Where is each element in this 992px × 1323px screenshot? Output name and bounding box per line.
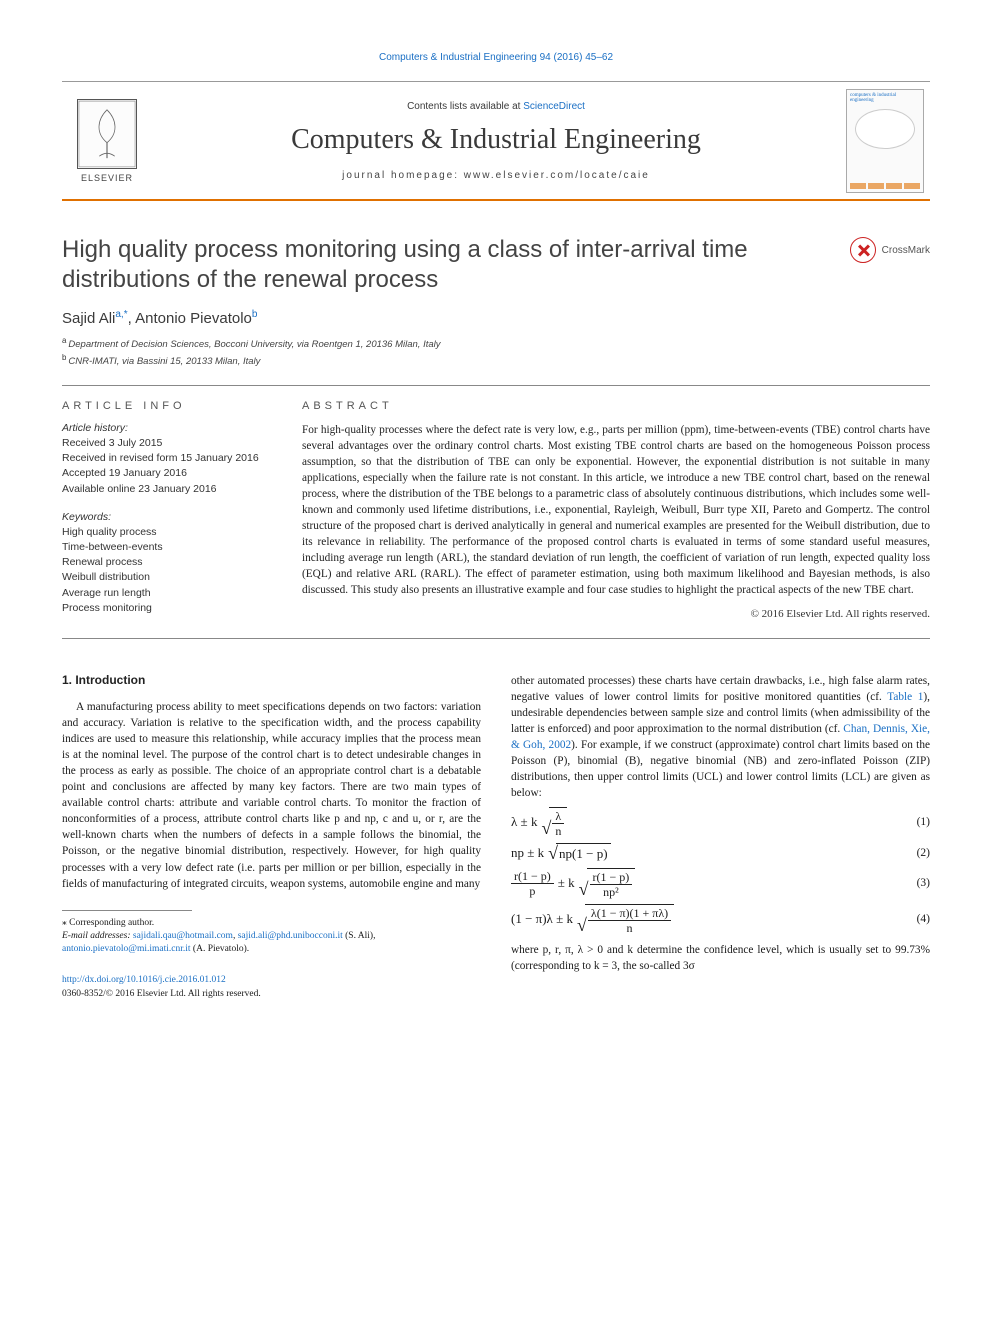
abstract-text: For high-quality processes where the def… bbox=[302, 422, 930, 598]
divider bbox=[62, 638, 930, 639]
divider bbox=[62, 385, 930, 386]
section-1-head: 1. Introduction bbox=[62, 673, 481, 687]
keyword: Renewal process bbox=[62, 555, 272, 570]
doi-link[interactable]: http://dx.doi.org/10.1016/j.cie.2016.01.… bbox=[62, 975, 226, 985]
email-2[interactable]: sajid.ali@phd.unibocconi.it bbox=[238, 931, 343, 941]
equation-3: r(1 − p)p ± k √r(1 − p)np² (3) bbox=[511, 868, 930, 898]
crossmark-label: CrossMark bbox=[882, 245, 930, 256]
journal-homepage[interactable]: journal homepage: www.elsevier.com/locat… bbox=[162, 170, 830, 181]
author-1-marks: a,* bbox=[115, 309, 127, 320]
author-sep: , bbox=[128, 310, 136, 327]
keywords-label: Keywords: bbox=[62, 511, 272, 523]
elsevier-tree-icon bbox=[77, 99, 137, 169]
page-footer: http://dx.doi.org/10.1016/j.cie.2016.01.… bbox=[62, 974, 481, 1001]
email-1[interactable]: sajidali.qau@hotmail.com bbox=[133, 931, 233, 941]
journal-name: Computers & Industrial Engineering bbox=[162, 124, 830, 156]
eq-num-3: (3) bbox=[900, 877, 930, 889]
title-line-1: High quality process monitoring using a … bbox=[62, 236, 748, 263]
sciencedirect-link[interactable]: ScienceDirect bbox=[523, 101, 585, 112]
keyword: Process monitoring bbox=[62, 601, 272, 616]
eq-num-2: (2) bbox=[900, 847, 930, 859]
table-1-ref[interactable]: Table 1 bbox=[887, 691, 923, 703]
article-info-head: ARTICLE INFO bbox=[62, 400, 272, 412]
cover-graphic-icon bbox=[855, 109, 915, 149]
abstract-column: ABSTRACT For high-quality processes wher… bbox=[302, 400, 930, 620]
email-owner-1: (S. Ali), bbox=[343, 931, 376, 941]
history-line: Accepted 19 January 2016 bbox=[62, 466, 272, 481]
keyword: Weibull distribution bbox=[62, 570, 272, 585]
body-col-right: other automated processes) these charts … bbox=[511, 673, 930, 1001]
text-run: other automated processes) these charts … bbox=[511, 675, 930, 703]
history-line: Available online 23 January 2016 bbox=[62, 482, 272, 497]
history-line: Received 3 July 2015 bbox=[62, 436, 272, 451]
crossmark-icon bbox=[850, 237, 876, 263]
eq-num-1: (1) bbox=[900, 816, 930, 828]
contents-line: Contents lists available at ScienceDirec… bbox=[162, 101, 830, 112]
footer-copyright: 0360-8352/© 2016 Elsevier Ltd. All right… bbox=[62, 988, 481, 1001]
affil-b: CNR-IMATI, via Bassini 15, 20133 Milan, … bbox=[68, 356, 260, 367]
eq-num-4: (4) bbox=[900, 913, 930, 925]
history-line: Received in revised form 15 January 2016 bbox=[62, 451, 272, 466]
email-label: E-mail addresses: bbox=[62, 931, 133, 941]
crossmark-badge[interactable]: CrossMark bbox=[850, 237, 930, 263]
publisher-logo: ELSEVIER bbox=[62, 82, 152, 199]
contents-prefix: Contents lists available at bbox=[407, 101, 523, 112]
keyword: Time-between-events bbox=[62, 540, 272, 555]
email-3[interactable]: antonio.pievatolo@mi.imati.cnr.it bbox=[62, 944, 191, 954]
article-info-column: ARTICLE INFO Article history: Received 3… bbox=[62, 400, 272, 620]
affil-a: Department of Decision Sciences, Bocconi… bbox=[68, 339, 440, 350]
keyword: High quality process bbox=[62, 525, 272, 540]
cover-bars-icon bbox=[850, 183, 920, 189]
intro-para-1: A manufacturing process ability to meet … bbox=[62, 699, 481, 891]
body-col-left: 1. Introduction A manufacturing process … bbox=[62, 673, 481, 1001]
author-2: Antonio Pievatolo bbox=[135, 310, 252, 327]
intro-para-1-cont: other automated processes) these charts … bbox=[511, 673, 930, 801]
publisher-name: ELSEVIER bbox=[81, 173, 133, 183]
title-line-2: distributions of the renewal process bbox=[62, 266, 438, 293]
intro-para-2: where p, r, π, λ > 0 and k determine the… bbox=[511, 942, 930, 974]
text-run: ). For example, if we construct (approxi… bbox=[511, 739, 930, 799]
history-label: Article history: bbox=[62, 422, 272, 434]
email-owner-2: (A. Pievatolo). bbox=[191, 944, 250, 954]
abstract-head: ABSTRACT bbox=[302, 400, 930, 412]
equation-4: (1 − π)λ ± k √λ(1 − π)(1 + πλ)n (4) bbox=[511, 904, 930, 934]
keyword: Average run length bbox=[62, 586, 272, 601]
journal-header: ELSEVIER Contents lists available at Sci… bbox=[62, 81, 930, 201]
article-title: High quality process monitoring using a … bbox=[62, 235, 830, 295]
abstract-copyright: © 2016 Elsevier Ltd. All rights reserved… bbox=[302, 608, 930, 620]
issue-reference[interactable]: Computers & Industrial Engineering 94 (2… bbox=[62, 52, 930, 63]
author-1: Sajid Ali bbox=[62, 310, 115, 327]
footnote-block: ⁎ Corresponding author. E-mail addresses… bbox=[62, 917, 481, 957]
footnote-separator bbox=[62, 910, 192, 911]
affiliations: aDepartment of Decision Sciences, Boccon… bbox=[62, 335, 930, 369]
equation-2: np ± k √np(1 − p) (2) bbox=[511, 843, 930, 862]
journal-cover-thumb: computers & industrial engineering bbox=[840, 82, 930, 199]
author-2-marks: b bbox=[252, 309, 258, 320]
corresponding-author: ⁎ Corresponding author. bbox=[62, 917, 481, 930]
equation-1: λ ± k √λn (1) bbox=[511, 807, 930, 837]
cover-journal-small: computers & industrial engineering bbox=[850, 93, 920, 103]
authors: Sajid Alia,*, Antonio Pievatolob bbox=[62, 309, 930, 327]
